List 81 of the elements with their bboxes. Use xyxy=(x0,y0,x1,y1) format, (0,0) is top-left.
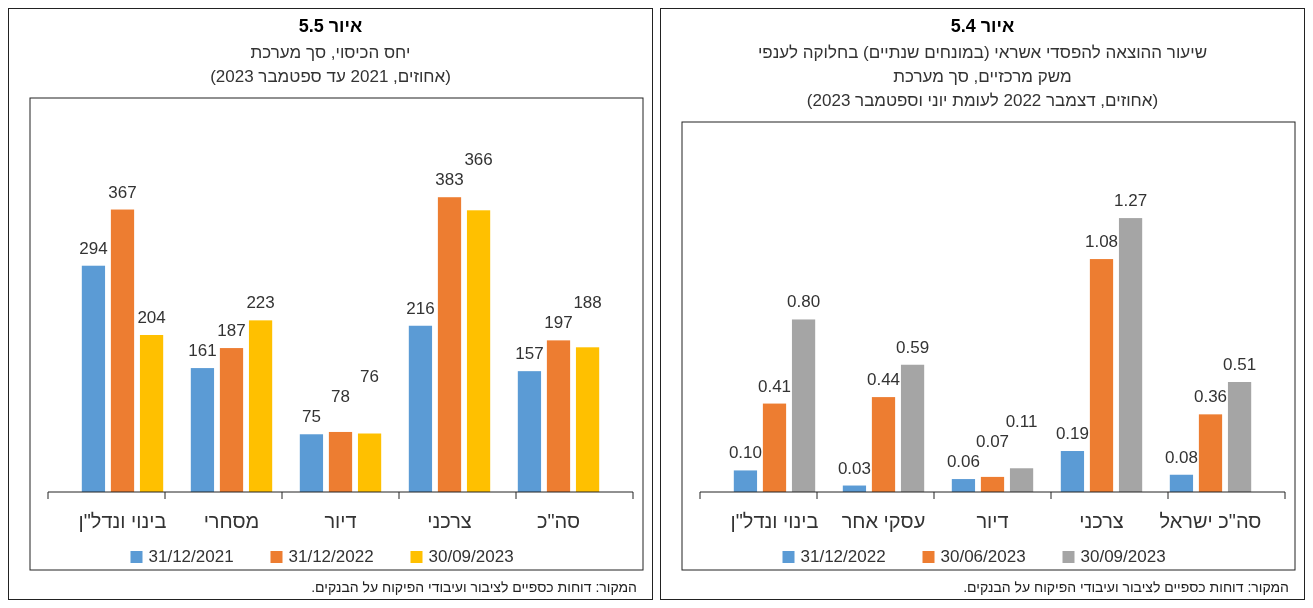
bar xyxy=(546,340,571,492)
x-tick-label: סה"כ ישראל xyxy=(1159,510,1262,532)
bar xyxy=(1227,382,1252,492)
legend-label: 30/09/2023 xyxy=(1080,547,1166,566)
data-label: 1.27 xyxy=(1114,191,1148,211)
bar xyxy=(328,431,353,492)
text: המקור: דוחות כספיים לציבור ועיבודי הפיקוח על הבנקים. xyxy=(963,579,1289,595)
data-label: 383 xyxy=(435,170,464,190)
data-label: 204 xyxy=(137,307,166,327)
x-tick-label: צרכני xyxy=(1079,510,1124,532)
chart-title: איור 5.4 xyxy=(950,16,1015,36)
bar xyxy=(81,265,106,492)
data-label: 0.41 xyxy=(757,376,792,396)
x-tick-label: דיור xyxy=(976,510,1009,532)
legend-label: 31/12/2022 xyxy=(288,547,374,566)
bar xyxy=(1118,218,1143,492)
bar xyxy=(190,368,215,492)
data-label: 0.07 xyxy=(975,432,1010,452)
x-tick-label: סה"כ xyxy=(536,510,581,532)
data-label: 0.59 xyxy=(896,337,930,357)
data-label: 0.19 xyxy=(1055,424,1089,444)
data-label: 157 xyxy=(515,344,544,364)
data-label: 0.03 xyxy=(837,458,871,478)
data-label: 216 xyxy=(406,298,435,318)
data-label: 0.06 xyxy=(946,452,980,472)
bar xyxy=(408,325,433,492)
data-label: 0.11 xyxy=(1005,412,1038,432)
bar xyxy=(517,371,542,492)
chart-subtitle: שיעור ההוצאה להפסדי אשראי (במונחים שנתיים) בחלוקה לענפי משק מרכזיים, סך מערכת (אחוזים, דצמבר 2022 לעומת יוני וספטמבר 2023) xyxy=(757,43,1208,110)
data-label: 0.44 xyxy=(866,370,901,390)
bar xyxy=(1060,451,1085,492)
data-label: 76 xyxy=(360,367,380,387)
bar xyxy=(1169,474,1194,492)
legend-label: 30/06/2023 xyxy=(940,547,1026,566)
bar xyxy=(575,347,600,492)
data-label: 0.36 xyxy=(1193,387,1228,407)
bar xyxy=(139,334,164,492)
bar xyxy=(219,348,244,492)
data-label: 75 xyxy=(301,407,321,427)
bar xyxy=(900,364,925,492)
text: המקור: דוחות כספיים לציבור ועיבודי הפיקוח על הבנקים. xyxy=(311,579,637,595)
x-tick-label: בינוי ונדל"ן xyxy=(730,510,819,532)
data-label: 161 xyxy=(188,341,217,361)
x-tick-label: דיור xyxy=(324,510,357,532)
data-label: 366 xyxy=(464,150,493,170)
data-label: 0.80 xyxy=(787,292,821,312)
x-tick-label: עסקי אחר xyxy=(841,510,926,532)
legend-label: 30/09/2023 xyxy=(428,547,514,566)
bar xyxy=(762,403,787,492)
bar xyxy=(871,397,896,492)
data-label: 0.08 xyxy=(1164,447,1198,467)
bar xyxy=(110,209,135,492)
x-tick-label: בינוי ונדל"ן xyxy=(78,510,167,532)
data-label: 0.51 xyxy=(1223,355,1257,374)
data-label: 1.08 xyxy=(1084,232,1119,252)
bar xyxy=(1089,259,1114,492)
data-label: 197 xyxy=(544,313,573,333)
chart-subtitle: יחס הכיסוי, סך מערכת (אחוזים, 2021 עד ספטמבר 2023) xyxy=(210,43,451,86)
bar xyxy=(357,433,382,492)
x-tick-label: מסחרי xyxy=(203,510,260,532)
bar xyxy=(437,197,462,492)
bar xyxy=(1198,414,1223,492)
bar xyxy=(299,434,324,492)
bar xyxy=(980,476,1005,492)
bar xyxy=(733,470,758,492)
data-label: 367 xyxy=(108,182,137,202)
data-label: 188 xyxy=(573,293,602,313)
data-label: 223 xyxy=(246,293,275,313)
bar xyxy=(791,319,816,492)
data-label: 187 xyxy=(217,321,246,341)
bar xyxy=(951,479,976,492)
chart-title: איור 5.5 xyxy=(298,16,363,36)
bar xyxy=(1009,468,1034,492)
data-label: 0.10 xyxy=(728,443,762,463)
data-label: 78 xyxy=(331,387,350,407)
legend-label: 31/12/2022 xyxy=(800,547,886,566)
bar xyxy=(466,210,491,492)
legend-label: 31/12/2021 xyxy=(148,547,234,566)
x-tick-label: צרכני xyxy=(427,510,472,532)
data-label: 294 xyxy=(79,238,108,258)
bar xyxy=(248,320,273,492)
